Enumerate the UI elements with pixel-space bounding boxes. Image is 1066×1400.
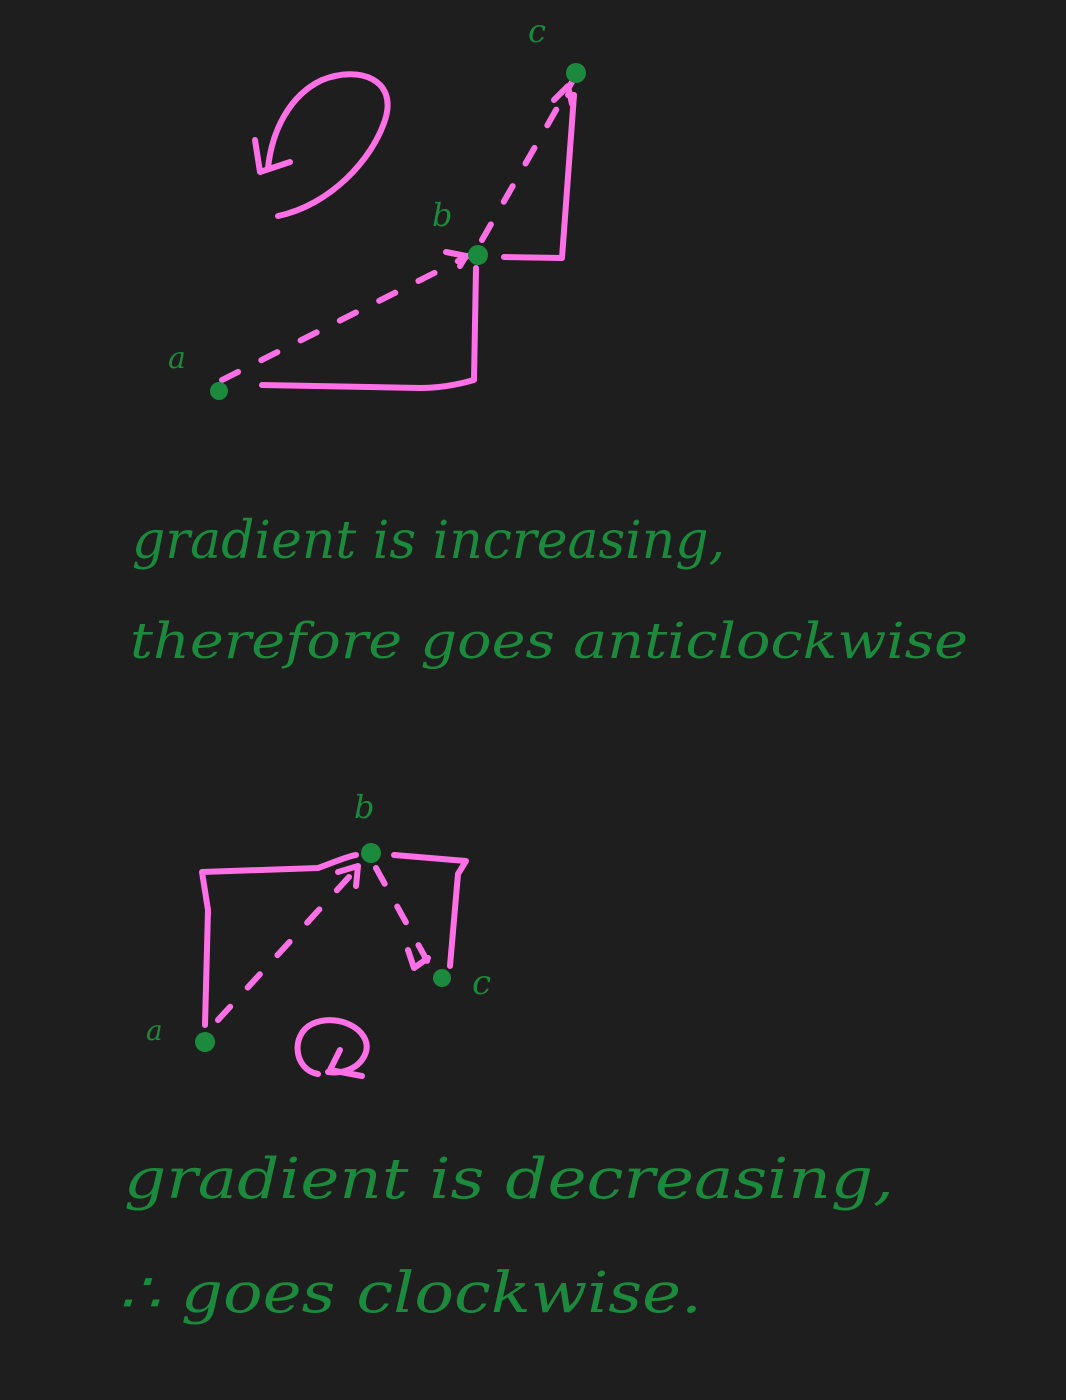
note-line-2: ∴ goes clockwise. bbox=[118, 1261, 702, 1326]
note-line-1: gradient is decreasing, bbox=[124, 1147, 894, 1212]
note-line-1: gradient is increasing, bbox=[132, 511, 725, 571]
point-b bbox=[468, 245, 488, 265]
chord-b-c bbox=[479, 79, 575, 243]
label-c: c bbox=[472, 963, 491, 1003]
point-c bbox=[566, 63, 586, 83]
label-a: a bbox=[146, 1014, 163, 1047]
chord-b-c bbox=[373, 865, 433, 969]
point-c bbox=[433, 969, 451, 987]
label-b: b bbox=[354, 788, 374, 826]
clockwise-arrow-icon bbox=[294, 1017, 370, 1079]
diagram-anticlockwise: a b c gradient is increasing, therefore … bbox=[130, 12, 968, 670]
step-b-c bbox=[501, 92, 577, 261]
note-line-2: therefore goes anticlockwise bbox=[130, 612, 968, 670]
step-a-b bbox=[259, 265, 479, 391]
point-b bbox=[361, 843, 381, 863]
label-a: a bbox=[168, 341, 186, 376]
arrowhead-b-c bbox=[551, 83, 575, 107]
label-b: b bbox=[432, 196, 452, 234]
diagram-clockwise: a b c gradient is decreasing, ∴ goes clo… bbox=[118, 788, 894, 1326]
chord-a-b bbox=[215, 862, 363, 1023]
chord-a-b bbox=[219, 252, 473, 383]
step-a-b bbox=[199, 852, 359, 1028]
label-c: c bbox=[528, 12, 546, 50]
step-b-c bbox=[391, 852, 469, 969]
point-a bbox=[210, 382, 228, 400]
arrowhead-a-b bbox=[443, 249, 469, 269]
point-a bbox=[195, 1032, 215, 1052]
anticlockwise-arrow-icon bbox=[252, 71, 391, 219]
arrowhead-a-b bbox=[335, 863, 361, 889]
arrowhead-b-c bbox=[405, 947, 431, 971]
